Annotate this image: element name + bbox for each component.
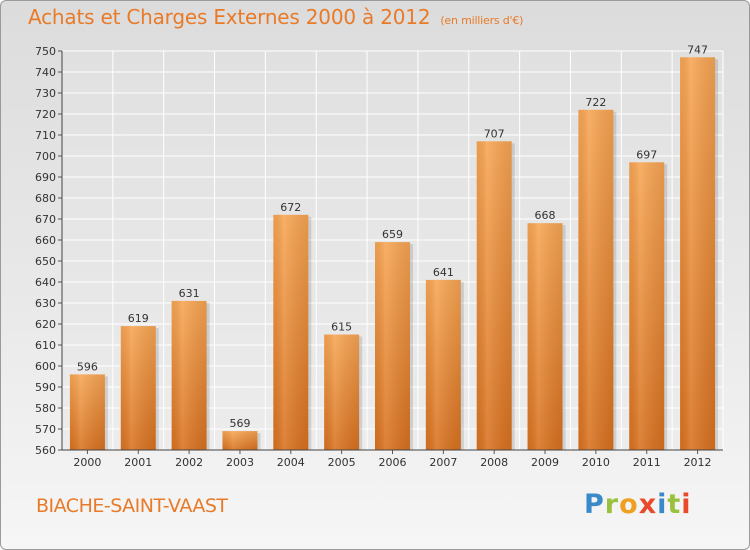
bar-shade [375,242,410,450]
x-tick-label: 2001 [124,456,152,469]
y-tick-label: 700 [35,150,56,163]
proxiti-logo: Proxiti [584,489,692,520]
data-label: 596 [77,360,98,373]
data-label: 641 [433,266,454,279]
y-tick-label: 720 [35,108,56,121]
y-tick-label: 670 [35,213,56,226]
x-tick-label: 2012 [684,456,712,469]
data-label: 569 [229,417,250,430]
x-tick-label: 2006 [379,456,407,469]
bar-shade [476,141,512,451]
bar-shade [273,214,309,450]
data-label: 707 [484,127,505,140]
y-tick-label: 570 [35,423,56,436]
data-label: 747 [687,43,708,56]
bar-shade [120,326,156,450]
x-tick-label: 2004 [277,456,305,469]
bar-shade [425,279,461,450]
y-tick-label: 590 [35,381,56,394]
data-label: 615 [331,321,352,334]
y-tick-label: 740 [35,66,56,79]
title-unit: (en milliers d'€) [440,14,524,27]
bar-shade [171,300,207,450]
y-tick-label: 710 [35,129,56,142]
bar-shade [222,431,258,450]
x-tick-label: 2008 [480,456,508,469]
y-tick-label: 690 [35,171,56,184]
data-label: 668 [535,209,556,222]
y-tick-label: 610 [35,339,56,352]
title-text: Achats et Charges Externes 2000 à 2012 [28,5,431,29]
bar-shade [527,223,563,450]
data-label: 697 [636,148,657,161]
y-tick-label: 600 [35,360,56,373]
bar-shade [69,374,105,450]
y-tick-label: 620 [35,318,56,331]
y-tick-label: 680 [35,192,56,205]
y-tick-label: 650 [35,255,56,268]
bar-shade [629,162,665,451]
x-tick-label: 2000 [73,456,101,469]
y-tick-label: 630 [35,297,56,310]
x-tick-label: 2007 [429,456,457,469]
y-tick-label: 730 [35,87,56,100]
data-label: 619 [128,312,149,325]
x-tick-label: 2010 [582,456,610,469]
x-tick-label: 2002 [175,456,203,469]
y-tick-label: 560 [35,444,56,457]
chart-title: Achats et Charges Externes 2000 à 2012 (e… [28,5,523,29]
bar-shade [578,109,614,451]
y-tick-label: 580 [35,402,56,415]
data-label: 631 [179,287,200,300]
y-tick-label: 750 [35,45,56,58]
x-tick-label: 2009 [531,456,559,469]
y-tick-label: 640 [35,276,56,289]
x-tick-label: 2011 [633,456,661,469]
data-label: 722 [585,96,606,109]
bar-shade [680,57,716,451]
data-label: 659 [382,228,403,241]
city-name: BIACHE-SAINT-VAAST [36,495,228,517]
x-tick-label: 2003 [226,456,254,469]
bar-shade [324,334,360,450]
y-tick-label: 660 [35,234,56,247]
data-label: 672 [280,201,301,214]
x-tick-label: 2005 [328,456,356,469]
